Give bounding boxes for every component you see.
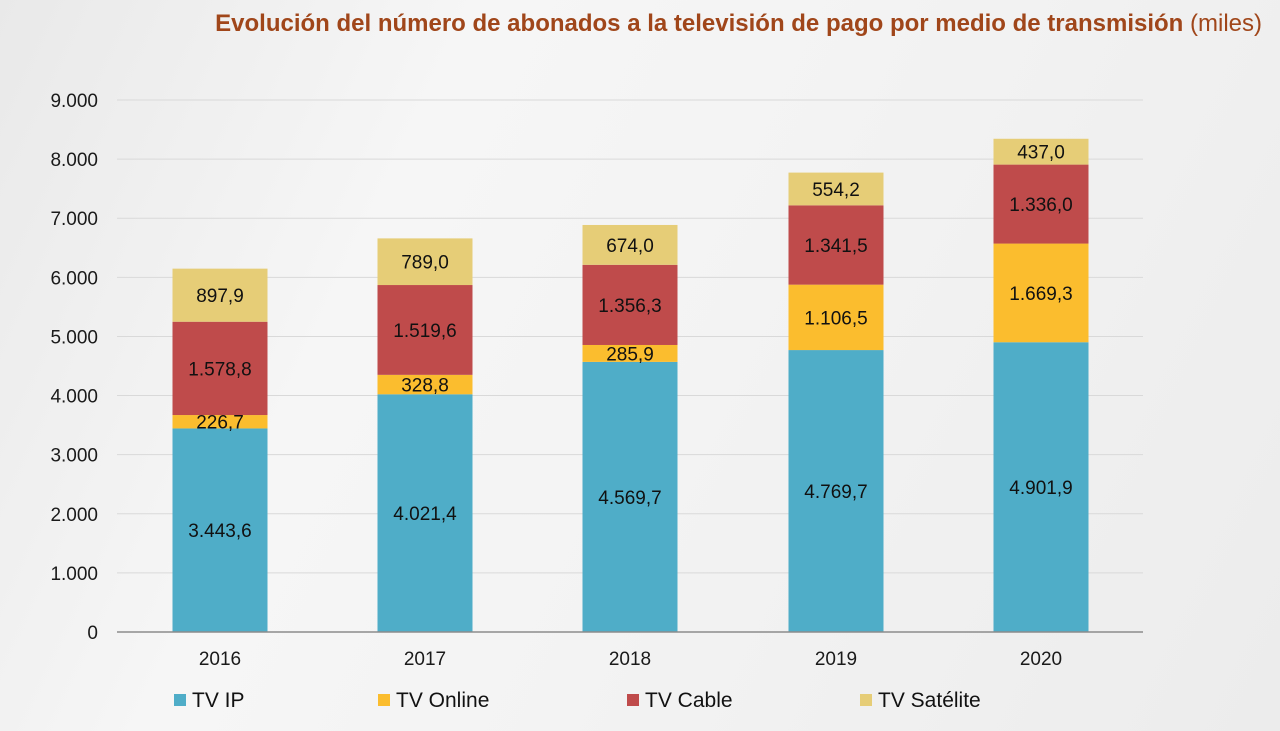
x-tick-label: 2016 xyxy=(199,649,241,670)
data-label: 3.443,6 xyxy=(188,521,251,542)
bar-segment xyxy=(582,361,678,632)
y-tick-label: 0 xyxy=(87,623,98,644)
data-label: 4.769,7 xyxy=(804,482,867,503)
x-tick-label: 2018 xyxy=(609,649,651,670)
bar-segment xyxy=(788,284,884,351)
bar-segment xyxy=(172,415,268,429)
x-tick-label: 2017 xyxy=(404,649,446,670)
y-tick-label: 3.000 xyxy=(50,446,98,467)
bar-segment xyxy=(172,428,268,632)
y-tick-label: 7.000 xyxy=(50,209,98,230)
data-label: 1.356,3 xyxy=(598,296,661,317)
bar-segment xyxy=(172,268,268,322)
x-axis: 2016 2017 2018 2019 2020 xyxy=(117,631,1143,670)
legend-swatch xyxy=(860,694,872,706)
bar-stack-2016: 3.443,6 226,7 1.578,8 897,9 xyxy=(172,268,268,632)
data-label: 1.519,6 xyxy=(393,321,456,342)
legend-label: TV IP xyxy=(192,689,245,712)
data-label: 674,0 xyxy=(606,236,654,257)
legend-label: TV Satélite xyxy=(878,689,981,712)
bar-segment xyxy=(788,172,884,206)
bar-segment xyxy=(377,285,473,375)
bar-segment xyxy=(993,243,1089,343)
bar-stack-2019: 4.769,7 1.106,5 1.341,5 554,2 xyxy=(788,172,884,632)
legend-swatch xyxy=(174,694,186,706)
x-tick-label: 2019 xyxy=(815,649,857,670)
legend-label: TV Cable xyxy=(645,689,733,712)
legend-label: TV Online xyxy=(396,689,489,712)
y-tick-label: 9.000 xyxy=(50,91,98,112)
bar-segment xyxy=(993,342,1089,632)
bar-segment xyxy=(993,138,1089,165)
bar-segment xyxy=(993,164,1089,244)
chart-title-main: Evolución del número de abonados a la te… xyxy=(215,10,1184,37)
chart-title-unit: (miles) xyxy=(1190,10,1262,37)
data-label: 1.336,0 xyxy=(1009,195,1072,216)
data-label: 1.106,5 xyxy=(804,308,867,329)
legend-swatch xyxy=(378,694,390,706)
bar-segment xyxy=(172,321,268,416)
data-label: 4.021,4 xyxy=(393,504,457,525)
data-label: 4.901,9 xyxy=(1009,478,1072,499)
bar-segment xyxy=(582,224,678,265)
y-tick-label: 1.000 xyxy=(50,564,98,585)
bar-stack-2018: 4.569,7 285,9 1.356,3 674,0 xyxy=(582,224,678,632)
y-axis: 0 1.000 2.000 3.000 4.000 5.000 6.000 7.000 8.00… xyxy=(50,91,98,644)
bar-segment xyxy=(377,394,473,632)
data-label: 437,0 xyxy=(1017,143,1065,164)
data-label: 897,9 xyxy=(196,286,244,307)
x-tick-label: 2020 xyxy=(1020,649,1062,670)
bar-segment xyxy=(788,205,884,285)
bar-segment xyxy=(377,374,473,395)
bar-segment xyxy=(377,238,473,286)
legend-item: TV Online xyxy=(378,689,489,712)
y-tick-label: 5.000 xyxy=(50,327,98,348)
data-label: 789,0 xyxy=(401,253,449,274)
chart-title: Evolución del número de abonados a la te… xyxy=(0,10,1262,38)
data-label: 1.578,8 xyxy=(188,359,251,380)
y-tick-label: 6.000 xyxy=(50,268,98,289)
y-tick-label: 8.000 xyxy=(50,150,98,171)
data-label: 554,2 xyxy=(812,180,860,201)
bar-segment xyxy=(582,264,678,345)
legend-swatch xyxy=(627,694,639,706)
legend: TV IP TV Online TV Cable TV Satélite xyxy=(174,689,981,712)
data-label: 1.341,5 xyxy=(804,236,867,257)
data-label: 328,8 xyxy=(401,376,449,397)
legend-item: TV Cable xyxy=(627,689,733,712)
data-label: 1.669,3 xyxy=(1009,284,1072,305)
data-label: 285,9 xyxy=(606,344,654,365)
legend-item: TV IP xyxy=(174,689,245,712)
y-tick-label: 2.000 xyxy=(50,505,98,526)
bar-segment xyxy=(788,350,884,632)
y-tick-label: 4.000 xyxy=(50,387,98,408)
data-label: 226,7 xyxy=(196,413,244,434)
bars: 3.443,6 226,7 1.578,8 897,9 4.021,4 328,8 1.51… xyxy=(172,138,1089,632)
bar-stack-2017: 4.021,4 328,8 1.519,6 789,0 xyxy=(377,238,473,632)
bar-segment xyxy=(582,344,678,362)
bar-stack-2020: 4.901,9 1.669,3 1.336,0 437,0 xyxy=(993,138,1089,632)
data-label: 4.569,7 xyxy=(598,488,661,509)
legend-item: TV Satélite xyxy=(860,689,981,712)
